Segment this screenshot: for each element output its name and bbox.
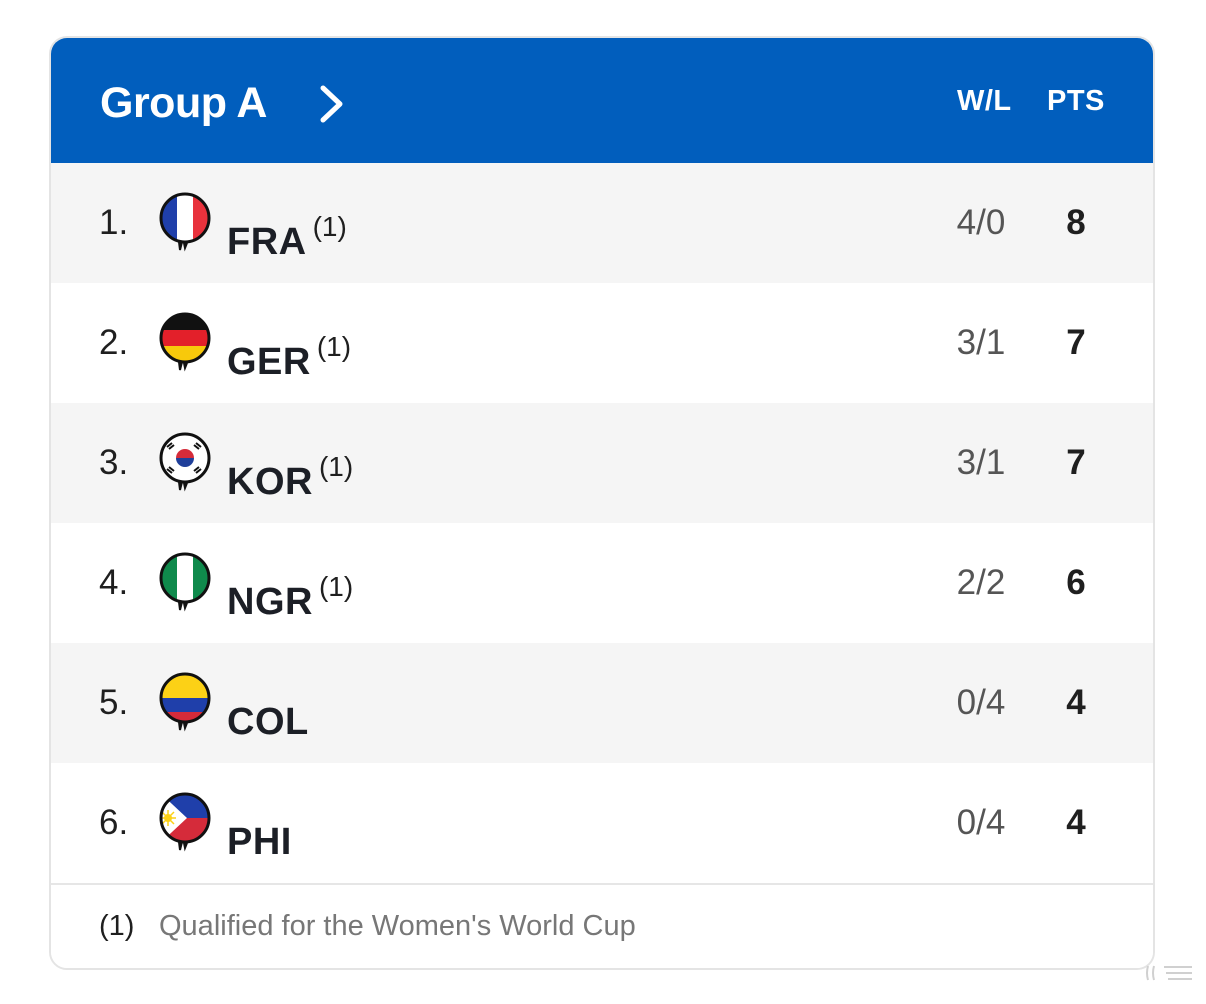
qualified-marker: (1) <box>318 571 354 602</box>
qualified-marker: (1) <box>312 211 347 242</box>
standings-header: Group A W/L PTS <box>51 38 1153 163</box>
table-row[interactable]: 5. COL 0/4 4 <box>51 643 1153 763</box>
rank: 4. <box>99 563 129 602</box>
watermark-icon <box>1146 965 1192 981</box>
win-loss: 3/1 <box>956 323 1006 362</box>
table-row[interactable]: 1. FRA (1) 4/0 8 <box>51 163 1153 283</box>
rank: 3. <box>99 443 129 482</box>
rank: 1. <box>99 203 129 242</box>
win-loss: 0/4 <box>956 683 1006 722</box>
footnote-text: Qualified for the Women's World Cup <box>159 910 636 942</box>
points: 8 <box>1066 203 1086 242</box>
team-name: GER (1) <box>227 331 352 383</box>
colombia-flag-icon <box>159 672 211 732</box>
germany-flag-icon <box>159 312 211 372</box>
points: 4 <box>1066 683 1086 722</box>
group-title-link[interactable]: Group A <box>100 79 267 127</box>
rank: 6. <box>99 803 129 842</box>
table-row[interactable]: 4. NGR (1) 2/2 6 <box>51 523 1153 643</box>
table-row[interactable]: 2. GER (1) 3/1 7 <box>51 283 1153 403</box>
standings-card: Group A W/L PTS 1. FRA (1) 4/0 8 2. <box>49 36 1155 970</box>
standings-footer: (1) Qualified for the Women's World Cup <box>51 883 1153 968</box>
team-name: COL <box>227 701 309 743</box>
team-name: FRA (1) <box>227 211 347 263</box>
nigeria-flag-icon <box>159 552 211 612</box>
rank: 2. <box>99 323 129 362</box>
points: 6 <box>1066 563 1086 602</box>
column-header-pts: PTS <box>1047 85 1105 117</box>
points: 7 <box>1066 443 1086 482</box>
qualified-marker: (1) <box>316 331 352 362</box>
france-flag-icon <box>159 192 211 252</box>
win-loss: 4/0 <box>956 203 1006 242</box>
column-header-wl: W/L <box>957 85 1012 117</box>
footnote-marker: (1) <box>99 910 135 942</box>
rank: 5. <box>99 683 129 722</box>
points: 4 <box>1066 803 1086 842</box>
points: 7 <box>1066 323 1086 362</box>
team-name: NGR (1) <box>227 571 354 623</box>
table-row[interactable]: 3. KOR (1) 3/1 7 <box>51 403 1153 523</box>
team-name: PHI <box>227 821 292 863</box>
chevron-right-icon[interactable] <box>317 84 347 124</box>
win-loss: 0/4 <box>956 803 1006 842</box>
win-loss: 3/1 <box>956 443 1006 482</box>
philippines-flag-icon <box>159 792 211 852</box>
table-row[interactable]: 6. PHI 0/4 4 <box>51 763 1153 883</box>
win-loss: 2/2 <box>956 563 1006 602</box>
qualified-marker: (1) <box>318 451 354 482</box>
team-name: KOR (1) <box>227 451 354 503</box>
south-korea-flag-icon <box>159 432 211 492</box>
